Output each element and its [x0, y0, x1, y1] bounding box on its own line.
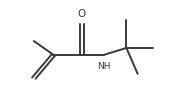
Text: O: O — [77, 10, 86, 19]
Text: NH: NH — [97, 62, 111, 71]
